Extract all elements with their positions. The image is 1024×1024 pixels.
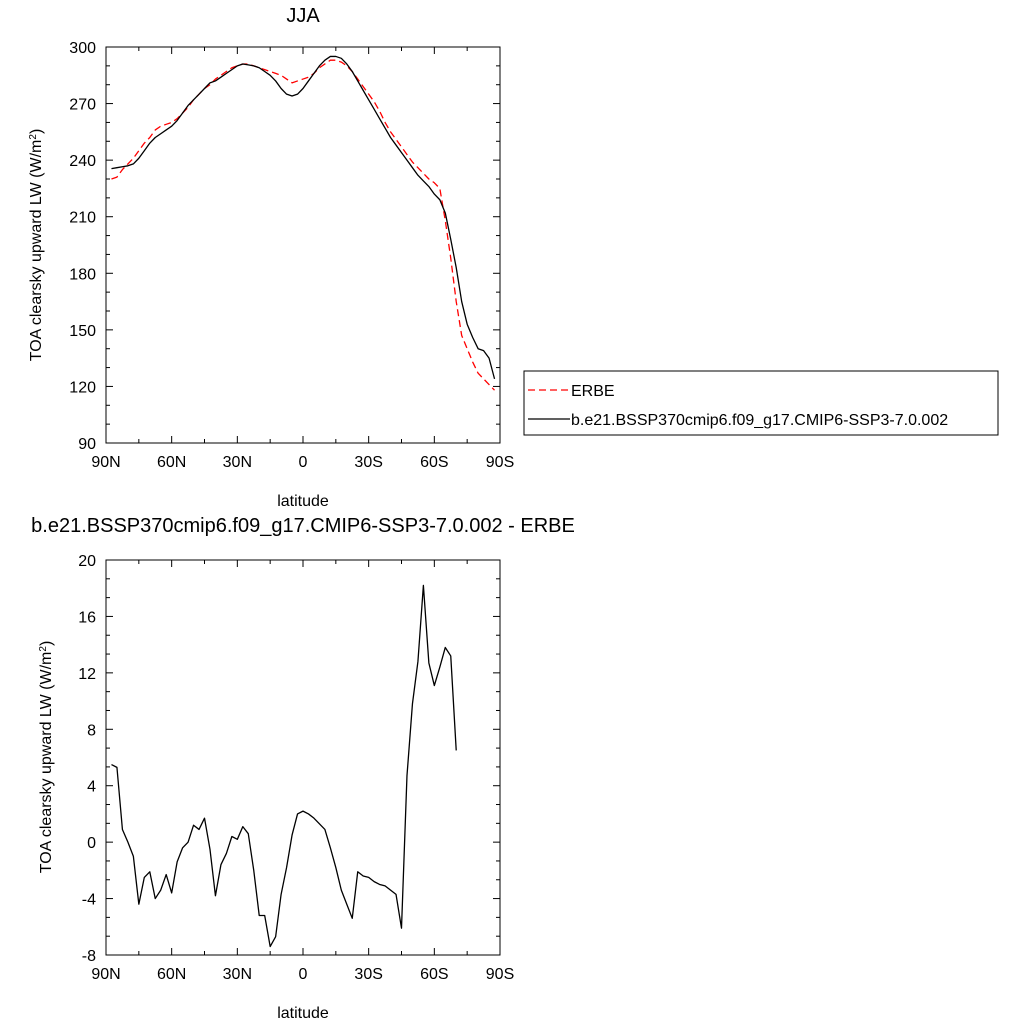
bottom-y-axis-label: TOA clearsky upward LW (W/m2) [38, 641, 56, 874]
top-x-axis-label: latitude [277, 493, 329, 510]
bottom-y-tick-label: 4 [87, 779, 96, 796]
bottom-x-axis-label: latitude [277, 1005, 329, 1022]
top-x-tick-label: 0 [299, 454, 308, 471]
top-y-tick-labels: 90 120 150 180 210 240 270 300 [69, 40, 96, 453]
top-legend: ERBE b.e21.BSSP370cmip6.f09_g17.CMIP6-SS… [523, 370, 999, 436]
top-panel: JJA 90N 60N 30N 0 30S 60S 90S 90 120 150 180 210 24… [28, 5, 999, 510]
top-y-tick-label: 90 [78, 436, 96, 453]
bottom-y-tick-label: 12 [78, 666, 96, 683]
top-y-tick-label: 270 [69, 97, 96, 114]
top-y-tick-label: 120 [69, 379, 96, 396]
top-x-tick-label: 30S [354, 454, 382, 471]
bottom-y-tick-label: 0 [87, 835, 96, 852]
top-y-tick-label: 180 [69, 266, 96, 283]
bottom-x-tick-label: 90S [486, 966, 514, 983]
bottom-x-tick-label: 60S [420, 966, 448, 983]
top-x-tick-labels: 90N 60N 30N 0 30S 60S 90S [91, 454, 514, 471]
bottom-axis-ticks [105, 559, 501, 956]
top-y-tick-label: 150 [69, 323, 96, 340]
bottom-y-tick-label: 20 [78, 553, 96, 570]
bottom-plot-frame [105, 559, 501, 956]
top-axis-ticks [105, 46, 501, 444]
top-x-tick-label: 90N [91, 454, 120, 471]
top-x-tick-label: 90S [486, 454, 514, 471]
bottom-panel: b.e21.BSSP370cmip6.f09_g17.CMIP6-SSP3-7.… [31, 515, 575, 1022]
top-y-tick-label: 300 [69, 40, 96, 57]
bottom-y-tick-label: 16 [78, 609, 96, 626]
bottom-x-tick-label: 0 [299, 966, 308, 983]
top-x-tick-label: 30N [223, 454, 252, 471]
top-series-line-0 [111, 59, 495, 391]
legend-label-model: b.e21.BSSP370cmip6.f09_g17.CMIP6-SSP3-7.… [571, 412, 948, 429]
bottom-y-tick-label: -8 [82, 948, 96, 965]
legend-box [523, 370, 999, 436]
bottom-y-tick-labels: -8 -4 0 4 8 12 16 20 [78, 553, 96, 965]
top-chart-title: JJA [286, 5, 320, 27]
top-y-axis-label: TOA clearsky upward LW (W/m2) [28, 129, 46, 362]
bottom-chart-title: b.e21.BSSP370cmip6.f09_g17.CMIP6-SSP3-7.… [31, 515, 575, 537]
top-series-group [111, 55, 496, 391]
bottom-series-line-0 [111, 584, 457, 948]
top-y-tick-label: 240 [69, 153, 96, 170]
bottom-series-group [111, 584, 457, 948]
top-series-line-1 [111, 55, 496, 380]
bottom-x-tick-label: 90N [91, 966, 120, 983]
bottom-x-tick-label: 30N [223, 966, 252, 983]
bottom-y-tick-label: 8 [87, 722, 96, 739]
top-x-tick-label: 60S [420, 454, 448, 471]
top-x-tick-label: 60N [157, 454, 186, 471]
bottom-x-tick-label: 30S [354, 966, 382, 983]
top-plot-frame [105, 46, 501, 444]
legend-label-erbe: ERBE [571, 383, 615, 400]
top-y-tick-label: 210 [69, 210, 96, 227]
bottom-x-tick-labels: 90N 60N 30N 0 30S 60S 90S [91, 966, 514, 983]
bottom-y-tick-label: -4 [82, 892, 96, 909]
bottom-x-tick-label: 60N [157, 966, 186, 983]
